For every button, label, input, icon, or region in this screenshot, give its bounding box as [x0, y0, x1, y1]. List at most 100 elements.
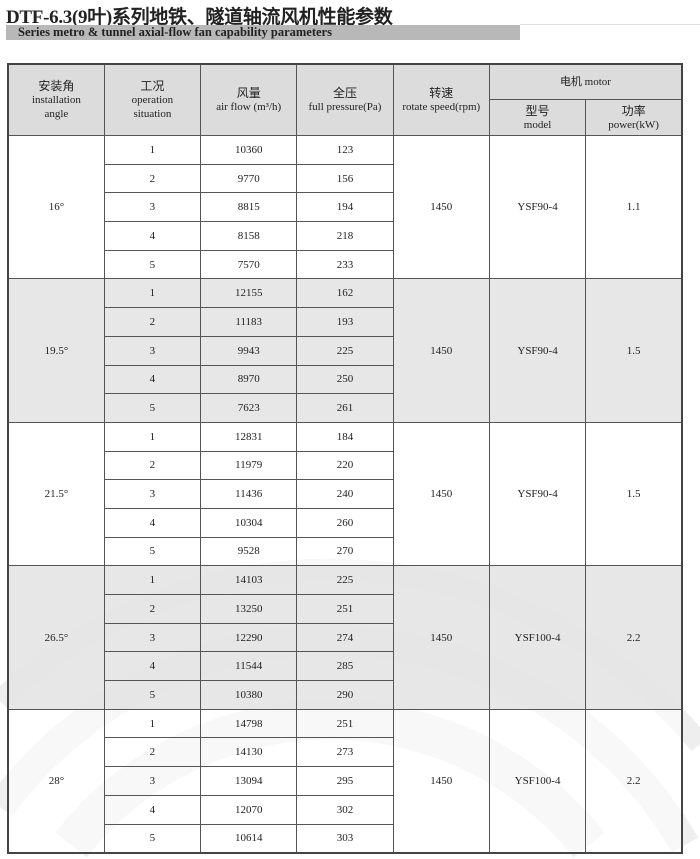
- performance-table: 安装角 installation angle 工况 operation situatio…: [7, 63, 683, 855]
- pressure-cell: 290: [296, 680, 394, 710]
- table-row: 5 7570 233: [8, 249, 682, 280]
- airflow-cell: 11544: [200, 651, 298, 682]
- situation-cell: 2: [103, 163, 202, 194]
- pressure-cell: 193: [296, 307, 394, 337]
- airflow-cell: 7570: [200, 249, 298, 280]
- table-row: 28° 1 14798 251 1450 YSF100-4 2.2: [7, 708, 683, 854]
- situation-cell: 2: [103, 594, 202, 624]
- airflow-cell: 10380: [200, 680, 298, 710]
- pressure-cell: 251: [296, 594, 394, 624]
- header-pressure: 全压 full pressure(Pa): [296, 63, 394, 136]
- pressure-cell: 285: [296, 651, 394, 682]
- power-cell: 1.1: [585, 134, 683, 280]
- airflow-cell: 8158: [200, 221, 298, 251]
- pressure-cell: 225: [296, 335, 394, 366]
- header-power: 功率 power(kW): [585, 99, 683, 136]
- model-cell: YSF90-4: [488, 134, 587, 280]
- table-row: 2 11183 193: [8, 307, 682, 337]
- pressure-cell: 218: [296, 221, 394, 251]
- table-row: 2 11979 220: [8, 450, 682, 481]
- angle-cell: 28°: [7, 708, 105, 854]
- pressure-cell: 233: [296, 249, 394, 280]
- model-cell: YSF100-4: [488, 708, 587, 854]
- airflow-cell: 14130: [200, 737, 298, 768]
- angle-cell: 21.5°: [7, 421, 105, 567]
- situation-cell: 1: [103, 421, 202, 452]
- header-model: 型号 model: [488, 99, 587, 136]
- situation-cell: 4: [103, 651, 202, 682]
- pressure-cell: 240: [296, 479, 394, 509]
- pressure-cell: 273: [296, 737, 394, 768]
- subtitle-bar: Series metro & tunnel axial-flow fan cap…: [6, 25, 520, 40]
- speed-cell: 1450: [392, 278, 490, 423]
- speed-cell: 1450: [392, 708, 490, 854]
- pressure-cell: 270: [296, 536, 394, 567]
- speed-cell: 1450: [392, 421, 490, 567]
- situation-cell: 1: [103, 135, 202, 165]
- speed-cell: 1450: [392, 134, 490, 280]
- header-angle: 安装角 installation angle: [7, 63, 105, 136]
- angle-cell: 26.5°: [7, 565, 105, 710]
- power-cell: 1.5: [585, 421, 683, 567]
- model-cell: YSF100-4: [488, 565, 587, 710]
- table-row: 3 11436 240: [8, 479, 682, 509]
- power-cell: 2.2: [585, 565, 683, 710]
- title-rule: [520, 24, 700, 25]
- table-row: 4 10304 260: [8, 507, 682, 538]
- airflow-cell: 12155: [200, 278, 298, 309]
- pressure-cell: 303: [296, 823, 394, 854]
- pressure-cell: 251: [296, 708, 394, 739]
- header-speed: 转速 rotate speed(rpm): [392, 63, 490, 136]
- table-row: 5 9528 270: [8, 536, 682, 567]
- situation-cell: 2: [103, 450, 202, 481]
- airflow-cell: 13250: [200, 594, 298, 624]
- airflow-cell: 13094: [200, 766, 298, 796]
- table-row: 4 8970 250: [8, 364, 682, 395]
- airflow-cell: 11183: [200, 307, 298, 337]
- situation-cell: 5: [103, 393, 202, 423]
- table-row: 4 11544 285: [8, 651, 682, 682]
- pressure-cell: 156: [296, 163, 394, 194]
- pressure-cell: 260: [296, 507, 394, 538]
- airflow-cell: 11979: [200, 450, 298, 481]
- situation-cell: 5: [103, 823, 202, 854]
- model-cell: YSF90-4: [488, 278, 587, 423]
- airflow-cell: 12290: [200, 622, 298, 653]
- pressure-cell: 184: [296, 421, 394, 452]
- table-row: 3 12290 274: [8, 622, 682, 653]
- table-row: 4 12070 302: [8, 794, 682, 825]
- table-row: 16° 1 10360 123 1450 YSF90-4 1.1: [7, 134, 683, 280]
- situation-cell: 1: [103, 278, 202, 309]
- airflow-cell: 9943: [200, 335, 298, 366]
- speed-cell: 1450: [392, 565, 490, 710]
- airflow-cell: 10304: [200, 507, 298, 538]
- situation-cell: 5: [103, 536, 202, 567]
- situation-cell: 4: [103, 507, 202, 538]
- pressure-cell: 194: [296, 192, 394, 223]
- angle-cell: 16°: [7, 134, 105, 280]
- situation-cell: 3: [103, 766, 202, 796]
- situation-cell: 3: [103, 622, 202, 653]
- table-row: 21.5° 1 12831 184 1450 YSF90-4 1.5: [7, 421, 683, 567]
- airflow-cell: 9528: [200, 536, 298, 567]
- table-row: 3 8815 194: [8, 192, 682, 223]
- table-row: 2 9770 156: [8, 163, 682, 194]
- pressure-cell: 123: [296, 135, 394, 165]
- header-motor: 电机 motor: [488, 63, 683, 100]
- pressure-cell: 261: [296, 393, 394, 423]
- airflow-cell: 10360: [200, 135, 298, 165]
- angle-cell: 19.5°: [7, 278, 105, 423]
- header-airflow: 风量 air flow (m³/h): [200, 63, 298, 136]
- situation-cell: 3: [103, 335, 202, 366]
- situation-cell: 2: [103, 307, 202, 337]
- pressure-cell: 162: [296, 278, 394, 309]
- page-title: DTF-6.3(9叶)系列地铁、隧道轴流风机性能参数: [6, 7, 393, 28]
- airflow-cell: 14103: [200, 565, 298, 595]
- table-row: 5 10614 303: [8, 823, 682, 854]
- airflow-cell: 8815: [200, 192, 298, 223]
- pressure-cell: 220: [296, 450, 394, 481]
- table-row: 26.5° 1 14103 225 1450 YSF100-4 2.2: [7, 565, 683, 710]
- situation-cell: 4: [103, 794, 202, 825]
- situation-cell: 1: [103, 708, 202, 739]
